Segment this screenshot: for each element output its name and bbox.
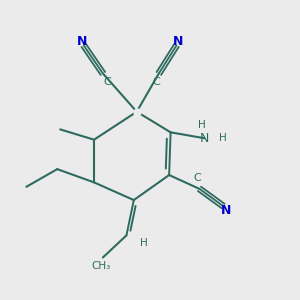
Text: CH₃: CH₃	[92, 261, 111, 271]
Text: H: H	[140, 238, 147, 248]
Text: H: H	[198, 120, 206, 130]
Text: C: C	[193, 173, 201, 183]
Text: C: C	[103, 77, 111, 87]
Text: N: N	[200, 132, 209, 145]
Text: H: H	[219, 133, 226, 143]
Text: N: N	[77, 34, 88, 48]
Text: N: N	[221, 204, 231, 217]
Text: C: C	[152, 77, 160, 87]
Text: N: N	[173, 34, 183, 48]
